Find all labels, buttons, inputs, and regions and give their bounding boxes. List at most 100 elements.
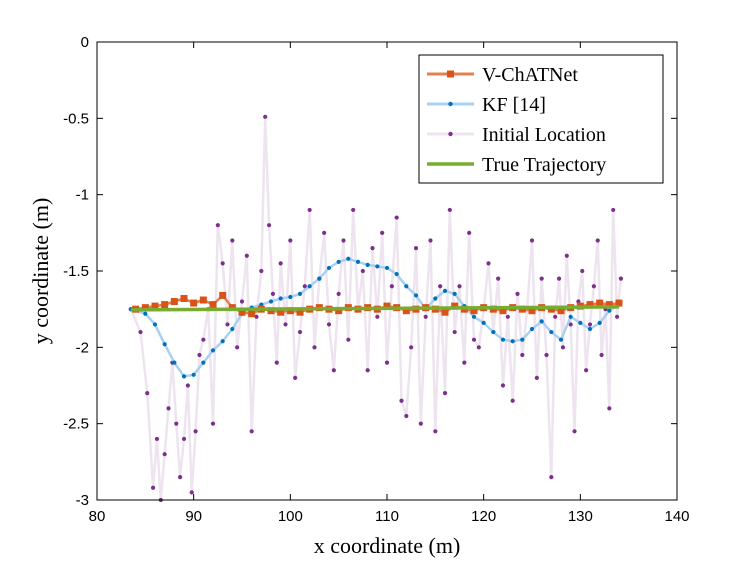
data-point-v-chatnet-38 (499, 307, 507, 315)
data-point-kf-14-39 (510, 339, 515, 344)
data-point-v-chatnet-35 (470, 307, 478, 315)
legend: V-ChATNet KF [14] Initial Location True Tra… (418, 54, 664, 184)
legend-entry-true-trajectory: True Trajectory (427, 154, 606, 176)
data-point-initial-location-56 (389, 284, 394, 289)
data-point-initial-location-53 (375, 314, 380, 319)
data-point-initial-location-51 (365, 368, 370, 373)
data-point-kf-14-8 (210, 348, 216, 353)
data-point-kf-14-27 (394, 271, 399, 277)
data-point-initial-location-94 (568, 322, 573, 327)
y-tick-label: -2 (76, 339, 89, 356)
data-point-initial-location-107 (618, 276, 624, 281)
x-axis-title: x coordinate (m) (314, 533, 461, 558)
data-point-kf-14-37 (491, 329, 496, 335)
data-point-initial-location-30 (266, 223, 272, 228)
data-point-initial-location-74 (476, 345, 481, 350)
data-point-v-chatnet-21 (335, 307, 343, 315)
data-point-initial-location-72 (467, 230, 472, 235)
data-point-initial-location-33 (278, 261, 283, 266)
data-point-initial-location-23 (235, 345, 240, 350)
data-point-initial-location-70 (457, 284, 462, 289)
data-point-initial-location-16 (201, 337, 206, 342)
data-point-initial-location-47 (346, 337, 351, 342)
data-point-initial-location-15 (197, 352, 202, 358)
data-point-kf-14-10 (230, 326, 235, 332)
legend-swatch-marker (447, 70, 454, 78)
data-point-v-chatnet-1 (141, 304, 149, 312)
data-point-initial-location-42 (322, 230, 327, 235)
data-point-kf-14-47 (587, 326, 593, 332)
data-point-initial-location-57 (394, 215, 399, 220)
data-point-initial-location-20 (220, 261, 225, 266)
data-point-initial-location-2 (145, 391, 150, 396)
data-point-initial-location-34 (283, 322, 288, 327)
data-point-initial-location-60 (409, 345, 414, 350)
data-point-initial-location-93 (564, 253, 569, 258)
data-point-initial-location-89 (549, 475, 554, 480)
data-point-initial-location-65 (433, 429, 438, 434)
data-point-v-chatnet-33 (451, 302, 459, 310)
x-tick-label: 90 (185, 508, 202, 525)
data-point-initial-location-29 (263, 114, 268, 119)
data-point-initial-location-82 (515, 291, 520, 296)
data-point-kf-14-5 (181, 374, 187, 379)
data-point-v-chatnet-50 (615, 299, 623, 307)
data-point-initial-location-3 (150, 485, 156, 490)
data-point-initial-location-55 (384, 360, 390, 365)
data-point-initial-location-73 (471, 337, 477, 342)
data-point-initial-location-63 (423, 314, 428, 319)
data-point-kf-14-22 (346, 256, 351, 261)
data-point-kf-14-3 (162, 342, 167, 347)
data-point-initial-location-28 (259, 268, 264, 274)
data-point-initial-location-54 (380, 230, 385, 235)
data-point-v-chatnet-11 (238, 308, 246, 316)
data-point-initial-location-31 (270, 291, 276, 296)
data-point-initial-location-95 (572, 429, 577, 434)
data-point-kf-14-43 (549, 329, 554, 335)
data-point-initial-location-58 (399, 398, 404, 403)
data-point-initial-location-87 (539, 276, 544, 281)
data-point-initial-location-18 (210, 421, 216, 426)
y-axis-title: y coordinate (m) (28, 198, 53, 345)
data-point-initial-location-4 (154, 436, 160, 442)
data-point-initial-location-78 (496, 276, 501, 281)
data-point-kf-14-24 (365, 262, 370, 267)
data-point-initial-location-39 (307, 207, 312, 213)
data-point-initial-location-59 (404, 413, 409, 419)
data-point-initial-location-1 (138, 329, 143, 335)
data-point-initial-location-44 (331, 368, 336, 373)
data-point-initial-location-68 (447, 207, 452, 213)
data-point-kf-14-19 (317, 276, 322, 281)
data-point-initial-location-92 (560, 345, 566, 350)
data-point-initial-location-25 (244, 253, 249, 258)
data-point-initial-location-61 (413, 246, 419, 251)
x-tick-label: 110 (375, 508, 399, 525)
data-point-initial-location-27 (254, 314, 259, 319)
data-point-v-chatnet-28 (402, 307, 410, 315)
data-point-initial-location-98 (584, 368, 589, 373)
series-layer (128, 114, 624, 503)
data-point-kf-14-28 (404, 284, 409, 289)
data-point-initial-location-6 (162, 452, 167, 457)
data-point-v-chatnet-9 (219, 291, 227, 299)
data-point-initial-location-40 (312, 345, 317, 350)
data-point-v-chatnet-2 (151, 302, 159, 310)
legend-swatch-marker (448, 131, 453, 137)
data-point-v-chatnet-3 (161, 301, 169, 309)
x-tick-label: 130 (568, 508, 593, 525)
data-point-kf-14-36 (481, 320, 486, 326)
data-point-kf-14-15 (278, 296, 283, 301)
data-point-kf-14-20 (326, 265, 332, 271)
data-point-kf-14-38 (500, 337, 506, 342)
data-point-initial-location-43 (326, 322, 332, 327)
data-point-v-chatnet-49 (605, 301, 613, 309)
data-point-kf-14-25 (375, 264, 380, 269)
data-point-kf-14-26 (384, 265, 390, 271)
data-point-kf-14-46 (578, 320, 583, 326)
data-point-initial-location-14 (193, 429, 198, 434)
legend-label-v-chatnet: V-ChATNet (482, 64, 578, 86)
data-point-initial-location-11 (181, 436, 187, 442)
data-point-v-chatnet-5 (180, 294, 188, 302)
data-point-initial-location-81 (510, 398, 515, 403)
